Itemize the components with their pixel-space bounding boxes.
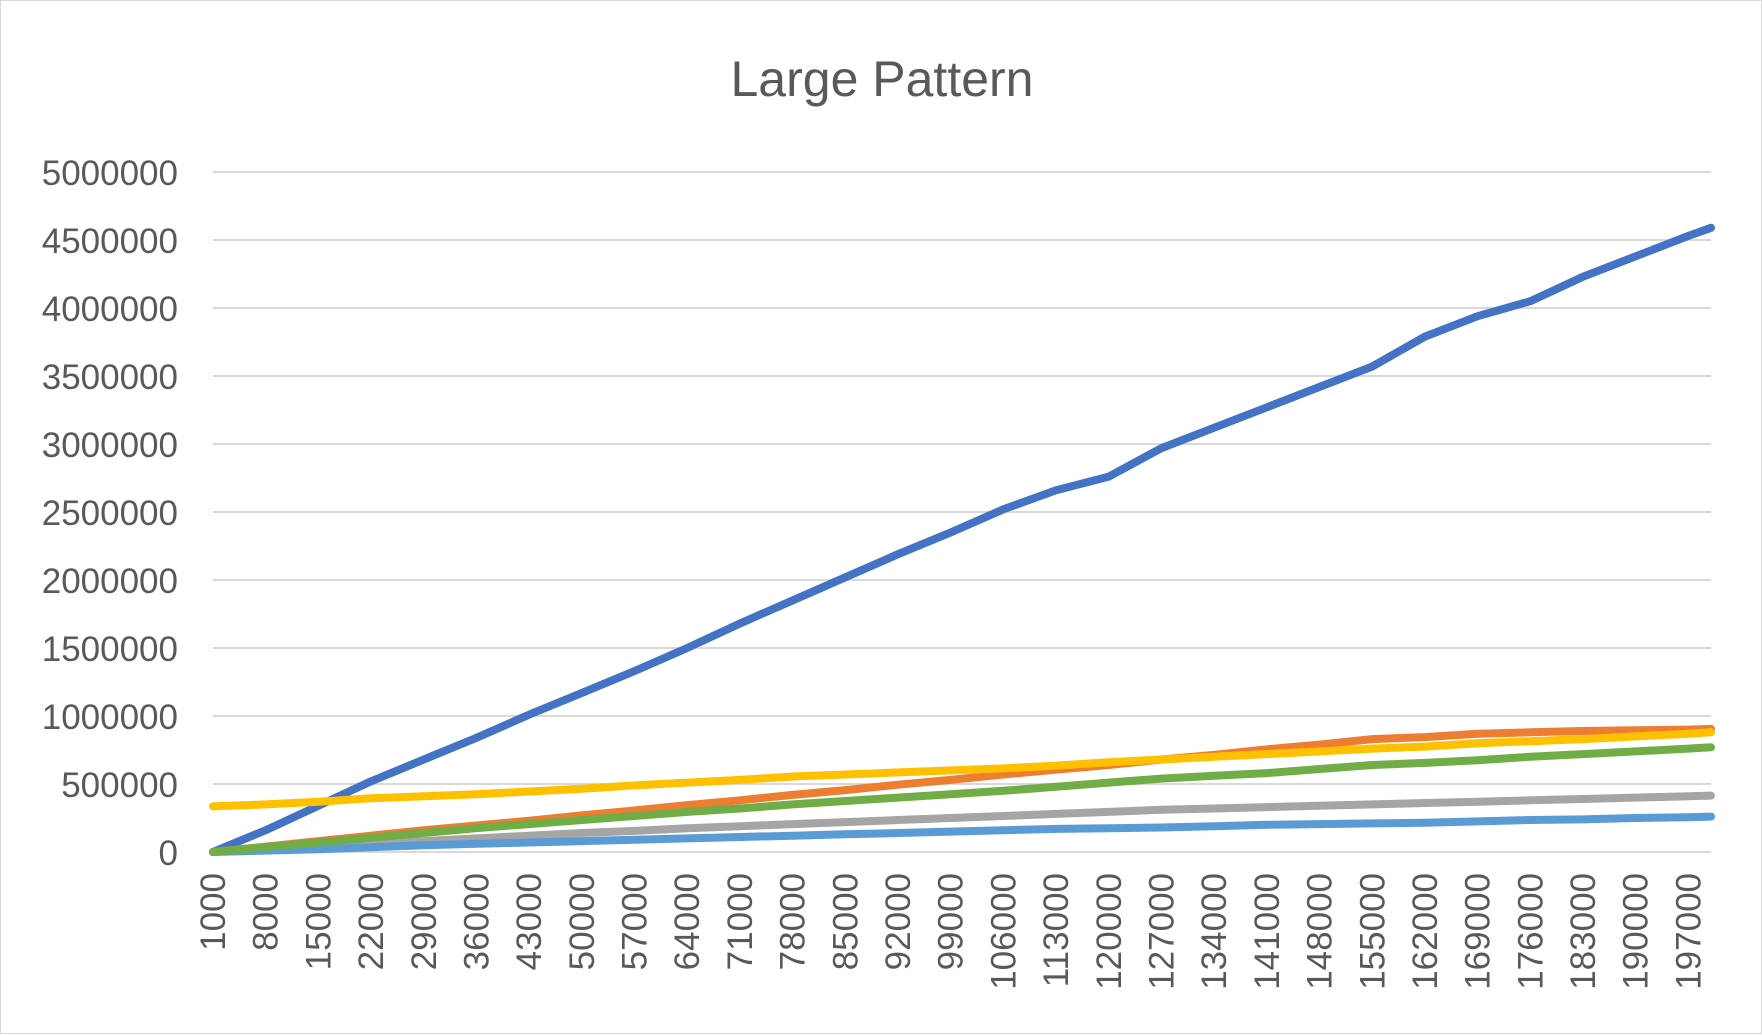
y-tick-label: 4500000 [42, 222, 178, 261]
y-tick-label: 0 [159, 834, 178, 873]
series-line-3 [209, 791, 1715, 856]
series-line-1 [209, 223, 1715, 856]
x-tick-label: 155000 [1353, 873, 1392, 990]
x-tick-label: 50000 [563, 873, 602, 970]
series-line-4 [209, 728, 1715, 811]
x-tick-label: 148000 [1301, 873, 1340, 990]
series-line-6 [209, 743, 1715, 856]
x-tick-label: 141000 [1248, 873, 1287, 990]
x-axis-tick-labels: 1000 8000 15000 22000 29000 36000 43000 50000 57… [194, 873, 1708, 990]
y-tick-label: 3000000 [42, 426, 178, 465]
x-tick-label: 43000 [510, 873, 549, 970]
x-tick-label: 85000 [826, 873, 865, 970]
y-tick-label: 1000000 [42, 698, 178, 737]
x-tick-label: 29000 [405, 873, 444, 970]
y-axis-tick-labels: 0 500000 1000000 1500000 2000000 2500000 30000… [42, 154, 178, 873]
x-tick-label: 127000 [1142, 873, 1181, 990]
y-tick-label: 1500000 [42, 630, 178, 669]
x-tick-label: 162000 [1406, 873, 1445, 990]
y-tick-label: 5000000 [42, 154, 178, 193]
x-tick-label: 183000 [1564, 873, 1603, 990]
y-tick-label: 2500000 [42, 494, 178, 533]
y-tick-label: 3500000 [42, 358, 178, 397]
x-tick-label: 169000 [1459, 873, 1498, 990]
x-tick-label: 22000 [352, 873, 391, 970]
x-tick-label: 1000 [194, 873, 233, 951]
x-tick-label: 197000 [1669, 873, 1708, 990]
x-tick-label: 78000 [774, 873, 813, 970]
x-tick-label: 113000 [1037, 873, 1076, 987]
x-tick-label: 36000 [457, 873, 496, 970]
x-tick-label: 106000 [984, 873, 1023, 990]
x-tick-label: 15000 [299, 873, 338, 970]
x-tick-label: 64000 [668, 873, 707, 970]
y-tick-label: 500000 [61, 766, 178, 805]
x-tick-label: 92000 [879, 873, 918, 970]
series-lines [209, 223, 1715, 856]
x-tick-label: 57000 [616, 873, 655, 970]
y-tick-label: 2000000 [42, 562, 178, 601]
chart-title: Large Pattern [731, 51, 1034, 107]
y-tick-label: 4000000 [42, 290, 178, 329]
series-line-5 [209, 812, 1715, 856]
x-tick-label: 8000 [247, 873, 286, 951]
gridlines [213, 171, 1711, 853]
x-tick-label: 120000 [1090, 873, 1129, 990]
x-tick-label: 190000 [1617, 873, 1656, 990]
x-tick-label: 176000 [1511, 873, 1550, 990]
x-tick-label: 71000 [721, 873, 760, 970]
x-tick-label: 99000 [932, 873, 971, 970]
x-tick-label: 134000 [1195, 873, 1234, 990]
